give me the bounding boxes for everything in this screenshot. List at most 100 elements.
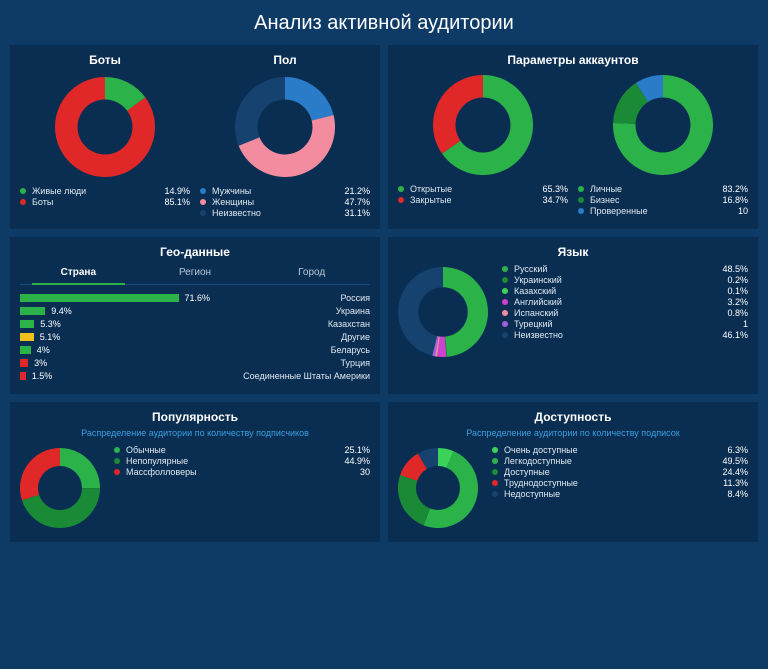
legend-bullet — [578, 208, 584, 214]
legend-row: Легкодоступные 49.5% — [492, 456, 748, 466]
gender-column: Пол Мужчины 21.2% Женщины 47.7% Неизвест… — [200, 53, 370, 219]
gender-donut — [235, 77, 335, 177]
geo-bar-label: Казахстан — [213, 319, 371, 329]
geo-bar-percent: 5.1% — [40, 332, 68, 342]
geo-bar-row: 3% Турция — [20, 358, 370, 368]
legend-value: 8.4% — [727, 489, 748, 499]
legend-value: 47.7% — [344, 197, 370, 207]
legend-label: Украинский — [514, 275, 721, 285]
legend-label: Закрытые — [410, 195, 536, 205]
legend-label: Очень доступные — [504, 445, 721, 455]
legend-row: Украинский 0.2% — [502, 275, 748, 285]
geo-tabs: СтранаРегионГород — [20, 263, 370, 285]
legend-value: 1 — [743, 319, 748, 329]
legend-row: Недоступные 8.4% — [492, 489, 748, 499]
geo-bar-label: Другие — [213, 332, 371, 342]
legend-label: Женщины — [212, 197, 338, 207]
legend-bullet — [502, 299, 508, 305]
legend-row: Закрытые 34.7% — [398, 195, 568, 205]
geo-bar-track — [20, 359, 28, 367]
legend-row: Боты 85.1% — [20, 197, 190, 207]
legend-row: Доступные 24.4% — [492, 467, 748, 477]
geo-bar-label: Беларусь — [213, 345, 371, 355]
legend-row: Проверенные 10 — [578, 206, 748, 216]
legend-row: Испанский 0.8% — [502, 308, 748, 318]
legend-value: 0.8% — [727, 308, 748, 318]
legend-row: Бизнес 16.8% — [578, 195, 748, 205]
legend-label: Английский — [514, 297, 721, 307]
legend-value: 83.2% — [722, 184, 748, 194]
availability-legend: Очень доступные 6.3% Легкодоступные 49.5… — [492, 444, 748, 500]
legend-bullet — [398, 197, 404, 203]
legend-bullet — [502, 321, 508, 327]
geo-bar-fill — [20, 372, 26, 380]
legend-bullet — [492, 480, 498, 486]
geo-tab[interactable]: Страна — [20, 263, 137, 284]
account-params-title: Параметры аккаунтов — [398, 53, 748, 67]
legend-row: Труднодоступные 11.3% — [492, 478, 748, 488]
geo-tab[interactable]: Регион — [137, 263, 254, 284]
geo-bar-fill — [20, 359, 28, 367]
legend-bullet — [114, 469, 120, 475]
legend-bullet — [492, 458, 498, 464]
legend-row: Открытые 65.3% — [398, 184, 568, 194]
legend-row: Английский 3.2% — [502, 297, 748, 307]
legend-row: Личные 83.2% — [578, 184, 748, 194]
geo-bar-fill — [20, 320, 34, 328]
legend-value: 11.3% — [723, 478, 748, 488]
legend-value: 0.1% — [727, 286, 748, 296]
legend-bullet — [502, 266, 508, 272]
popularity-subtitle: Распределение аудитории по количеству по… — [20, 428, 370, 438]
bots-donut — [55, 77, 155, 177]
panel-account-params: Параметры аккаунтов Открытые 65.3% Закры… — [388, 45, 758, 229]
legend-label: Обычные — [126, 445, 338, 455]
legend-label: Открытые — [410, 184, 536, 194]
legend-bullet — [200, 210, 206, 216]
legend-bullet — [114, 447, 120, 453]
legend-label: Массфолловеры — [126, 467, 354, 477]
panel-language: Язык Русский 48.5% Украинский 0.2% Казах… — [388, 237, 758, 394]
popularity-title: Популярность — [20, 410, 370, 424]
geo-bar-track — [20, 346, 31, 354]
gender-legend: Мужчины 21.2% Женщины 47.7% Неизвестно 3… — [200, 185, 370, 219]
geo-bar-track — [20, 320, 34, 328]
legend-bullet — [502, 332, 508, 338]
legend-bullet — [20, 199, 26, 205]
account-type-column: Личные 83.2% Бизнес 16.8% Проверенные 10 — [578, 71, 748, 217]
legend-bullet — [200, 188, 206, 194]
legend-value: 44.9% — [344, 456, 370, 466]
geo-bar-label: Украина — [213, 306, 371, 316]
legend-bullet — [492, 447, 498, 453]
geo-bar-row: 1.5% Соединенные Штаты Америки — [20, 371, 370, 381]
geo-tab[interactable]: Город — [253, 263, 370, 284]
legend-value: 21.2% — [344, 186, 370, 196]
legend-row: Неизвестно 31.1% — [200, 208, 370, 218]
legend-label: Боты — [32, 197, 158, 207]
geo-bar-track — [20, 294, 179, 302]
geo-bar-fill — [20, 307, 45, 315]
legend-value: 31.1% — [344, 208, 370, 218]
language-title: Язык — [398, 245, 748, 259]
availability-subtitle: Распределение аудитории по количеству по… — [398, 428, 748, 438]
popularity-donut — [20, 448, 100, 528]
geo-bar-label: Россия — [213, 293, 371, 303]
account-open-column: Открытые 65.3% Закрытые 34.7% — [398, 71, 568, 217]
legend-label: Мужчины — [212, 186, 338, 196]
account-open-donut — [433, 75, 533, 175]
legend-row: Женщины 47.7% — [200, 197, 370, 207]
geo-bar-label: Соединенные Штаты Америки — [213, 371, 371, 381]
legend-row: Непопулярные 44.9% — [114, 456, 370, 466]
legend-value: 25.1% — [344, 445, 370, 455]
panel-geo: Гео-данные СтранаРегионГород 71.6% Росси… — [10, 237, 380, 394]
legend-row: Турецкий 1 — [502, 319, 748, 329]
panel-bots-gender: Боты Живые люди 14.9% Боты 85.1% Пол Муж… — [10, 45, 380, 229]
legend-bullet — [114, 458, 120, 464]
legend-label: Личные — [590, 184, 716, 194]
legend-label: Проверенные — [590, 206, 732, 216]
geo-bar-fill — [20, 294, 179, 302]
legend-bullet — [398, 186, 404, 192]
legend-label: Турецкий — [514, 319, 737, 329]
legend-row: Казахский 0.1% — [502, 286, 748, 296]
legend-label: Испанский — [514, 308, 721, 318]
legend-row: Неизвестно 46.1% — [502, 330, 748, 340]
